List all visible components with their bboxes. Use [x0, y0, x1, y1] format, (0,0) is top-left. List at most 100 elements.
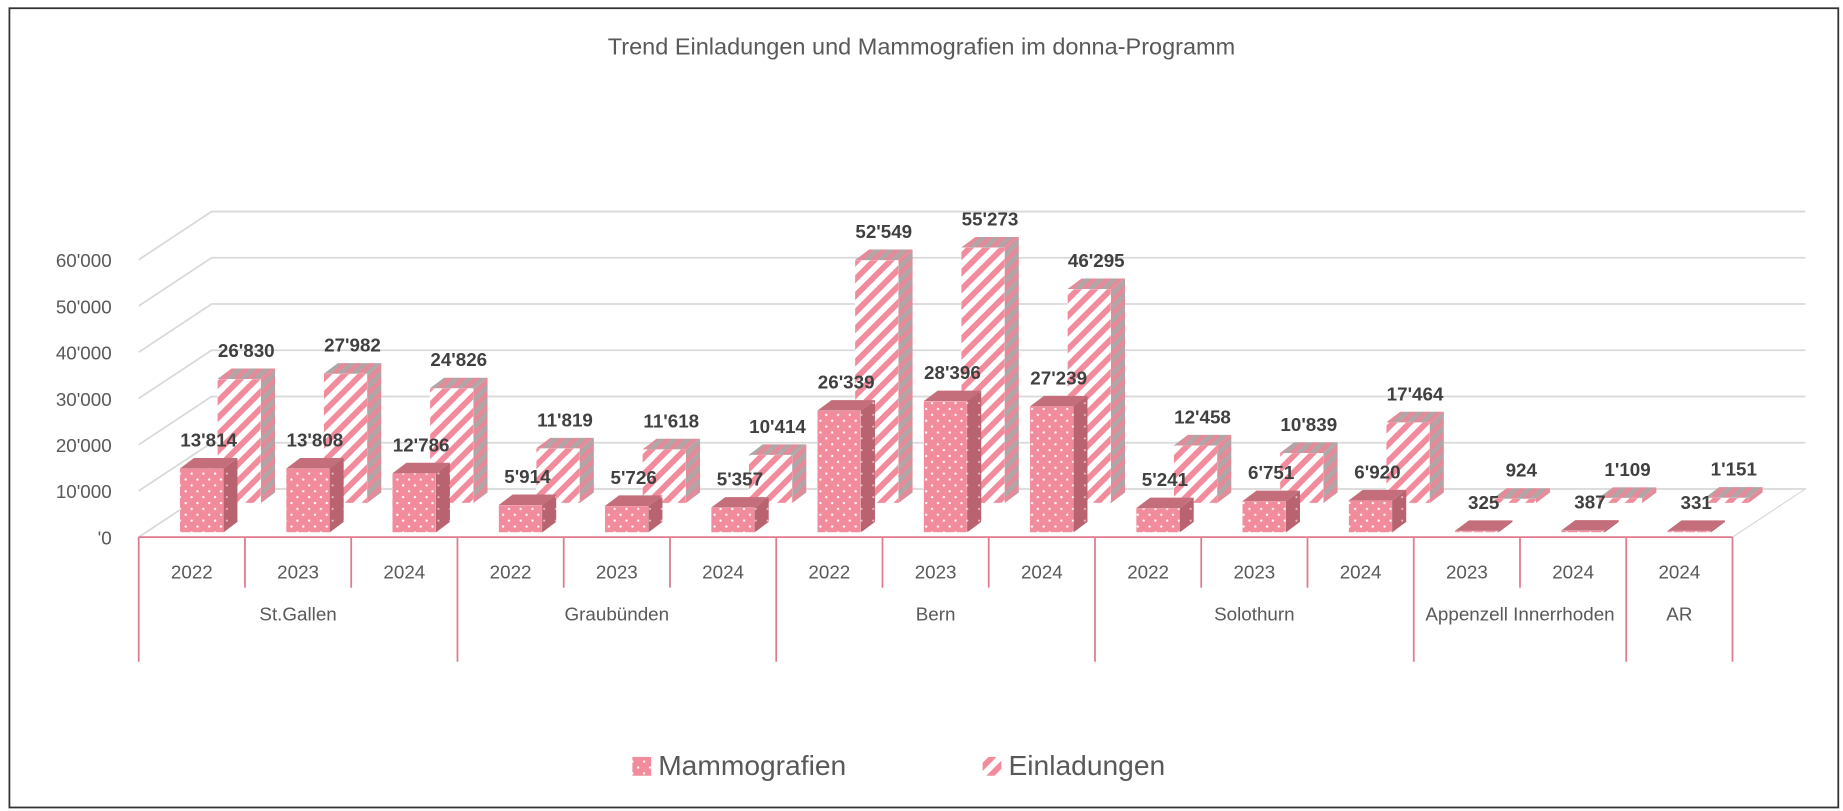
x-tick-label: 2023: [1446, 562, 1488, 583]
value-label: 325: [1468, 492, 1499, 513]
bar-side: [1429, 411, 1444, 504]
y-tick-label: 30'000: [56, 389, 112, 410]
value-label: 5'726: [611, 467, 657, 488]
bar: [817, 410, 862, 533]
group-label-box: Graubünden: [564, 605, 670, 626]
grid-line: [138, 441, 1806, 492]
bar-top: [217, 368, 276, 380]
value-label: 10'414: [749, 416, 806, 437]
value-label: 6'751: [1248, 462, 1294, 483]
x-tick-label: 2023: [915, 562, 957, 583]
y-tick-label: 10'000: [56, 481, 112, 502]
bar-top: [498, 494, 557, 506]
legend-swatch: [632, 756, 652, 776]
bar-top: [536, 437, 594, 449]
bar: [1173, 445, 1218, 504]
bar-side: [260, 368, 276, 504]
group-label: Solothurn: [1214, 605, 1295, 626]
bar: [498, 504, 543, 533]
value-label: 5'914: [504, 466, 551, 487]
bar-side: [754, 497, 769, 533]
value-label: 387: [1574, 492, 1605, 513]
y-tick-label: '0: [98, 527, 112, 548]
x-tick-label: 2023: [277, 562, 319, 583]
value-label: 13'814: [180, 430, 237, 451]
bar-side: [1748, 487, 1763, 504]
group-label: Graubünden: [564, 605, 670, 626]
value-label: 24'826: [430, 349, 487, 370]
bar-side: [223, 457, 238, 533]
bar-side: [792, 444, 807, 504]
bar-top: [961, 236, 1019, 248]
group-label-box: AR: [1666, 605, 1692, 625]
grid-line: [138, 210, 1806, 261]
group-label: St.Gallen: [259, 605, 337, 626]
bar-side: [1498, 520, 1513, 533]
value-label: 331: [1680, 492, 1711, 513]
bar: [536, 448, 580, 504]
value-label: 5'357: [717, 469, 763, 490]
frame: [8, 7, 1840, 809]
bar-side: [1535, 488, 1551, 504]
y-tick-label: 50'000: [56, 296, 112, 317]
legend-label: Mammografien: [658, 749, 846, 781]
bar-side: [1323, 442, 1338, 504]
legend-swatch: [982, 756, 1002, 776]
value-label: 26'339: [818, 372, 875, 393]
value-label: 52'549: [855, 221, 912, 242]
value-label: 17'464: [1387, 383, 1444, 404]
bar-top: [1492, 488, 1551, 499]
bar-top: [1173, 434, 1232, 446]
x-tick-label: 2022: [490, 562, 532, 583]
x-tick-label: 2024: [383, 562, 425, 583]
bar: [1386, 422, 1430, 504]
bar-top: [286, 458, 344, 469]
bar: [923, 400, 968, 533]
bar-side: [473, 377, 488, 504]
bar-side: [367, 363, 382, 504]
value-label: 5'241: [1142, 469, 1188, 490]
y-tick-label: 20'000: [56, 435, 112, 456]
value-label: 55'273: [962, 208, 1019, 229]
bar-top: [429, 377, 488, 389]
bar-top: [1279, 442, 1338, 453]
bar-side: [967, 390, 982, 533]
bar: [179, 468, 224, 533]
bar: [285, 468, 330, 533]
x-tick-label: 2022: [808, 562, 850, 583]
bar-top: [1136, 497, 1194, 509]
bar-top: [604, 495, 663, 506]
group-label-box: St.Gallen: [259, 605, 337, 626]
bar-side: [1285, 490, 1300, 533]
bar-top: [642, 438, 701, 450]
value-label: 1'151: [1711, 459, 1757, 480]
value-label: 11'819: [537, 409, 593, 430]
value-label: 27'239: [1030, 367, 1087, 388]
bar-top: [1454, 520, 1513, 531]
group-label-box: Solothurn: [1214, 605, 1295, 626]
group-label: Appenzell Innerrhoden: [1425, 605, 1615, 626]
value-label: 26'830: [218, 340, 275, 361]
bar-top: [923, 390, 982, 402]
bar-top: [1029, 395, 1088, 407]
bar-side: [1179, 497, 1194, 533]
bar: [748, 454, 793, 504]
bar-side: [542, 494, 557, 533]
group-label-box: Appenzell Innerrhoden: [1425, 605, 1615, 626]
bar-top: [711, 497, 769, 508]
value-label: 27'982: [324, 335, 381, 356]
bar-side: [1710, 520, 1725, 533]
x-tick-label: 2024: [1552, 562, 1594, 583]
bar: [604, 505, 649, 533]
y-tick-label: 60'000: [56, 250, 112, 271]
bar-side: [1604, 520, 1619, 533]
bar: [1242, 501, 1287, 533]
bar-side: [860, 400, 875, 533]
bar-side: [1392, 489, 1407, 533]
value-label: 13'808: [287, 430, 344, 451]
legend-label: Einladungen: [1008, 749, 1165, 781]
group-label-box: Bern: [916, 605, 956, 625]
bar-side: [648, 495, 663, 533]
bar-top: [748, 444, 807, 455]
